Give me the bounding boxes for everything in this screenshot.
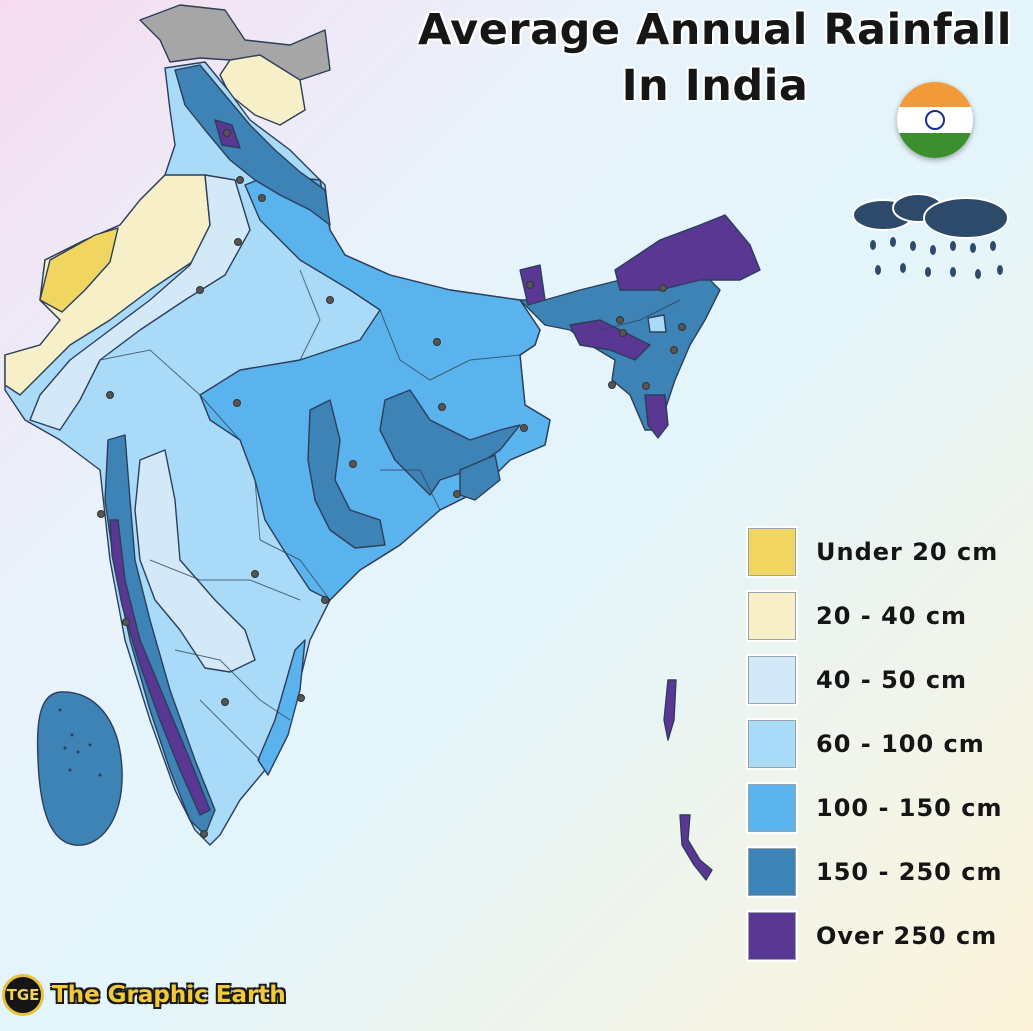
legend-item: Under 20 cm — [748, 520, 1028, 584]
map-title: Average Annual Rainfall In India — [415, 2, 1015, 114]
legend-swatch — [748, 912, 796, 960]
region-northeast-250-north — [614, 214, 761, 291]
region-ladakh — [219, 54, 306, 126]
legend-label: Under 20 cm — [816, 538, 999, 566]
region-northeast-250-south — [569, 319, 651, 361]
legend-label: 150 - 250 cm — [816, 858, 1003, 886]
legend-item: 150 - 250 cm — [748, 840, 1028, 904]
brand-name: The Graphic Earth — [52, 982, 286, 1008]
region-eastcoast-100-150 — [257, 639, 306, 776]
legend-label: 60 - 100 cm — [816, 730, 985, 758]
legend-item: Over 250 cm — [748, 904, 1028, 968]
legend-label: 20 - 40 cm — [816, 602, 968, 630]
region-north-gray — [139, 4, 331, 81]
legend-label: 100 - 150 cm — [816, 794, 1003, 822]
region-central-150-250-a — [307, 399, 386, 549]
brand-logo: TGE — [2, 974, 44, 1016]
legend-item: 20 - 40 cm — [748, 584, 1028, 648]
region-deccan-40-50 — [134, 449, 256, 673]
region-under-20 — [39, 227, 119, 313]
legend-item: 60 - 100 cm — [748, 712, 1028, 776]
title-line-1: Average Annual Rainfall — [417, 5, 1013, 55]
legend-item: 40 - 50 cm — [748, 648, 1028, 712]
legend-swatch — [748, 720, 796, 768]
brand-watermark: TGE The Graphic Earth — [2, 974, 286, 1016]
region-westcoast-250 — [109, 519, 211, 816]
region-odisha-150-250 — [459, 454, 501, 501]
rainfall-legend: Under 20 cm 20 - 40 cm 40 - 50 cm 60 - 1… — [748, 520, 1028, 968]
legend-swatch — [748, 592, 796, 640]
legend-swatch — [748, 656, 796, 704]
rain-cloud-icon — [852, 193, 1009, 279]
region-assam-pocket — [647, 314, 667, 333]
india-flag-icon — [897, 82, 973, 158]
region-andaman-islands — [663, 679, 677, 741]
region-west-40-50 — [29, 174, 251, 431]
legend-swatch — [748, 528, 796, 576]
legend-label: Over 250 cm — [816, 922, 998, 950]
legend-label: 40 - 50 cm — [816, 666, 968, 694]
region-himalaya-150-250 — [174, 64, 331, 226]
region-lakshadweep-sea — [36, 691, 123, 846]
legend-item: 100 - 150 cm — [748, 776, 1028, 840]
legend-swatch — [748, 784, 796, 832]
region-mizoram-250 — [644, 394, 669, 439]
region-nicobar-islands — [679, 814, 713, 881]
title-line-2: In India — [621, 61, 809, 111]
legend-swatch — [748, 848, 796, 896]
